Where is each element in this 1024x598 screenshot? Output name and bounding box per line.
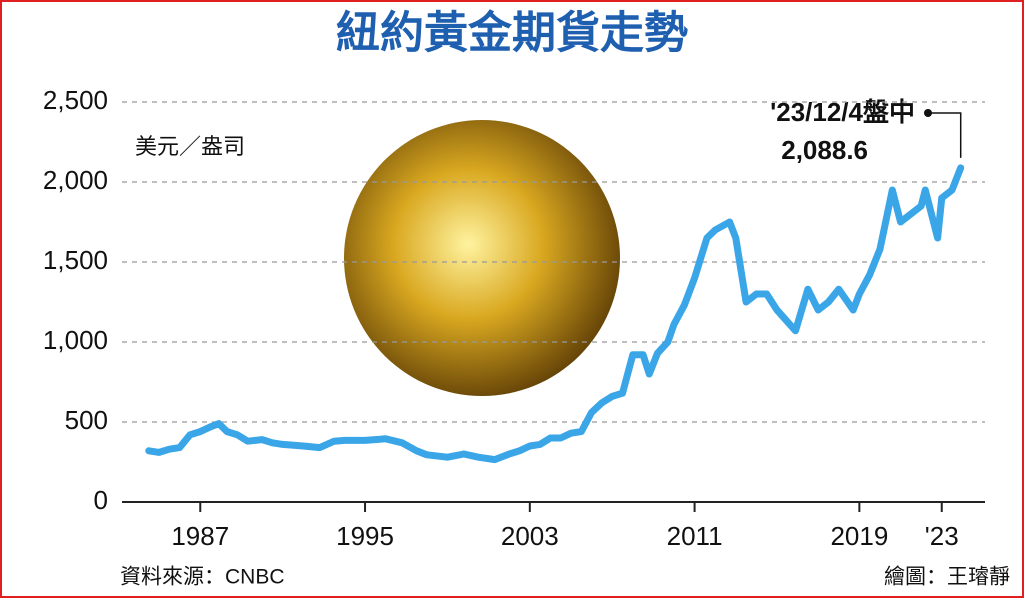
x-tick-label: 2011 — [667, 521, 723, 551]
y-tick-label: 2,000 — [43, 165, 108, 195]
annotation-value: 2,088.6 — [781, 135, 868, 165]
unit-label: 美元／盎司 — [135, 134, 245, 159]
annotation-date: '23/12/4盤中 — [770, 97, 915, 127]
annotation-connector — [928, 112, 962, 158]
price-line — [145, 164, 965, 464]
source: 資料來源：CNBC — [120, 566, 285, 589]
annotation-dot — [924, 109, 932, 117]
gold-photo — [344, 120, 620, 396]
y-tick-label: 500 — [65, 405, 108, 435]
y-tick-label: 1,000 — [43, 325, 108, 355]
credit: 繪圖：王璿靜 — [884, 566, 1010, 589]
x-tick-label: 2019 — [830, 521, 888, 551]
x-tick-label: '23 — [925, 521, 959, 551]
y-tick-label: 2,500 — [43, 85, 108, 115]
x-tick-label: 2003 — [501, 521, 559, 551]
chart-title: 紐約黃金期貨走勢 — [336, 9, 688, 58]
x-tick-label: 1987 — [171, 521, 229, 551]
y-tick-label: 1,500 — [43, 245, 108, 275]
x-tick-label: 1995 — [336, 521, 394, 551]
y-tick-label: 0 — [94, 485, 108, 515]
